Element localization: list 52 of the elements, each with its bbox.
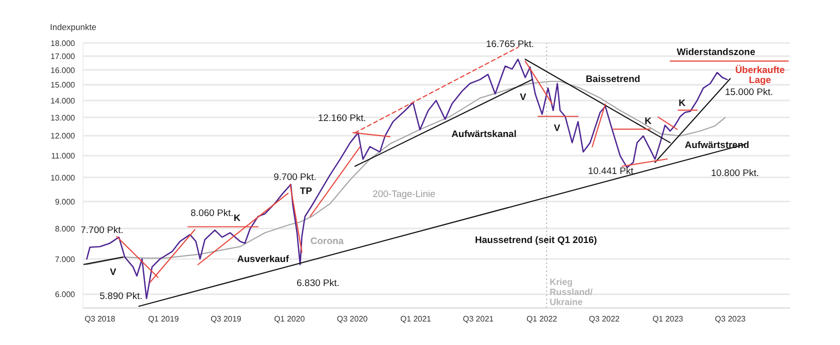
annotation: 8.060 Pkt. (190, 208, 234, 218)
annotation: 6.830 Pkt. (296, 278, 340, 288)
y-tick-label: 8.000 (54, 224, 76, 234)
x-tick-label: Q3 2018 (84, 314, 116, 324)
y-tick-label: 16.000 (50, 66, 76, 75)
x-tick-label: Q1 2022 (526, 314, 558, 324)
annotation: Baissetrend (586, 74, 640, 84)
x-tick-label: Q3 2023 (714, 314, 746, 324)
ref-line-label: Krieg Russland/ Ukraine (550, 277, 594, 307)
x-tick-label: Q3 2021 (462, 314, 494, 324)
annotation: K (644, 116, 652, 126)
annotation: 10.800 Pkt. (710, 168, 760, 178)
x-tick-label: Q3 2022 (588, 314, 620, 324)
x-tick-label: Q1 2020 (274, 314, 306, 324)
annotation: Aufwärtskanal (452, 128, 516, 140)
y-tick-label: 14.000 (50, 96, 76, 106)
x-tick-label: Q1 2023 (652, 314, 684, 324)
annotation: Widerstandszone (676, 46, 756, 58)
annotation: Überkaufte Lage (735, 64, 785, 86)
annotation: 15.000 Pkt. (724, 86, 774, 98)
y-tick-label: 15.000 (50, 80, 76, 90)
y-tick-label: 6.000 (54, 290, 76, 300)
annotation: TP (300, 186, 313, 196)
annotation: V (554, 122, 561, 134)
annotation: 200-Tage-Linie (372, 188, 436, 200)
annotation: 12.160 Pkt. (318, 112, 366, 124)
annotation: Ausverkauf (237, 254, 290, 264)
x-tick-label: Q3 2019 (210, 314, 242, 324)
annotation: Corona (310, 236, 344, 246)
annotation: K (234, 212, 241, 224)
y-tick-label: 10.000 (50, 173, 76, 182)
annotation: K (678, 98, 686, 108)
x-tick-label: Q1 2021 (400, 314, 432, 324)
y-tick-label: 11.000 (51, 151, 76, 160)
annotation: Haussetrend (seit Q1 2016) (475, 234, 597, 246)
annotation: 10.441 Pkt. (588, 166, 636, 176)
y-tick-label: 18.000 (50, 38, 76, 48)
y-tick-label: 17.000 (50, 52, 76, 61)
y-tick-label: 13.000 (50, 113, 76, 122)
annotation: Aufwärtstrend (684, 140, 750, 150)
annotation: 5.890 Pkt. (100, 290, 142, 302)
x-tick-label: Q1 2019 (148, 314, 180, 324)
annotation: 9.700 Pkt. (274, 172, 316, 182)
y-axis-title: Indexpunkte (50, 22, 96, 32)
x-tick-label: Q3 2020 (336, 314, 368, 324)
annotation: 16.765 Pkt. (486, 38, 534, 50)
annotation: V (110, 266, 117, 278)
y-tick-label: 7.000 (54, 254, 76, 264)
y-tick-label: 12.000 (50, 132, 76, 141)
annotation: V (520, 92, 527, 102)
annotation: 7.700 Pkt. (80, 224, 124, 236)
y-tick-label: 9.000 (54, 197, 76, 206)
